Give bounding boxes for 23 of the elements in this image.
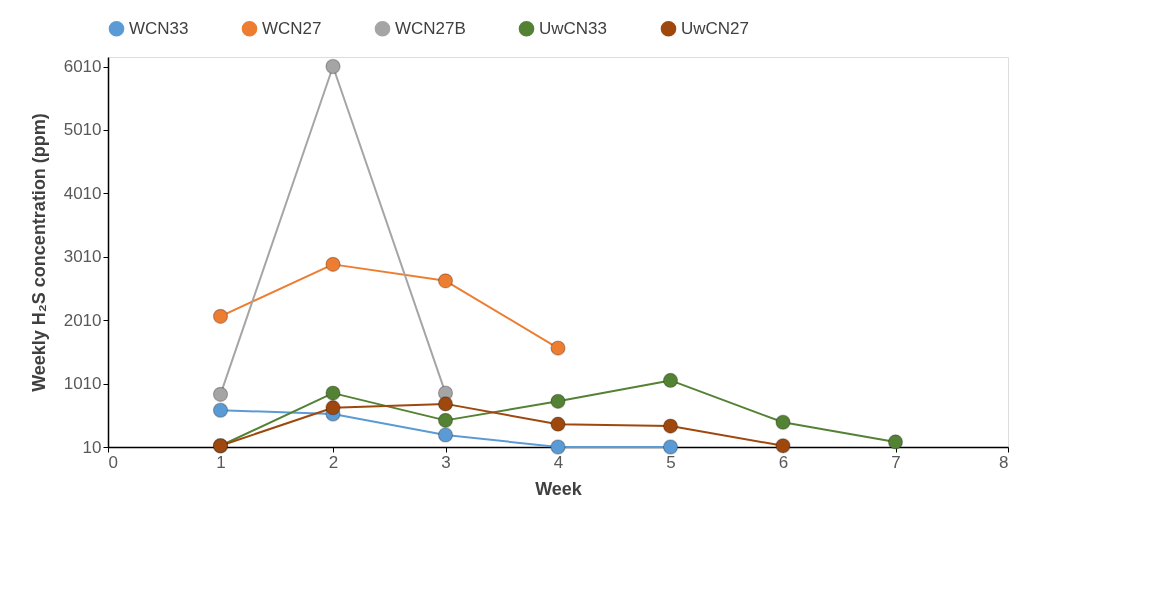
legend-label: WCN33 [129,18,189,38]
y-tick-label: 1010 [63,374,102,394]
x-axis-title: Week [535,478,583,499]
x-tick-label: 1 [216,452,226,472]
y-tick-label: 3010 [63,247,102,267]
legend-label: WCN27 [262,18,322,38]
legend-label: UwCN27 [681,18,750,38]
x-tick-label: 4 [553,452,564,472]
x-tick-label: 8 [999,452,1009,472]
x-tick-label: 6 [778,452,789,472]
y-tick-label: 4010 [63,183,102,203]
x-tick-label: 0 [108,452,118,472]
x-tick-label: 7 [891,452,901,472]
y-tick-label: 6010 [63,57,102,77]
x-tick-label: 3 [441,452,451,472]
y-axis-title: Weekly H₂S concentration (ppm) [28,113,49,392]
x-tick-label: 2 [328,452,339,472]
legend-label: UwCN33 [539,18,608,38]
y-tick-label: 10 [82,437,102,457]
legend-label: WCN27B [395,18,466,38]
y-tick-label: 5010 [63,120,102,140]
x-tick-label: 5 [666,452,676,472]
y-tick-label: 2010 [63,310,102,330]
